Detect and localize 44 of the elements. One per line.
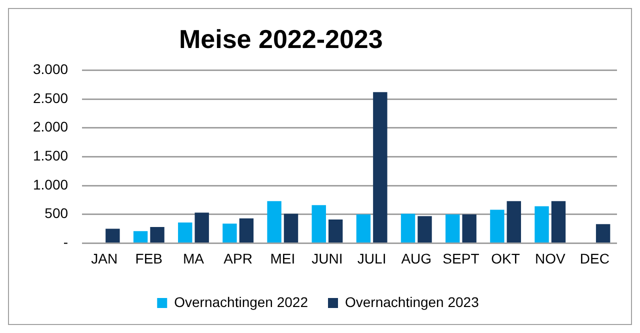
x-tick-label: OKT [491, 250, 520, 266]
bar [178, 222, 192, 242]
y-tick-label: 2.000 [32, 118, 68, 135]
y-tick-label: - [63, 234, 68, 250]
bar [462, 214, 476, 242]
bar [284, 214, 298, 242]
y-tick-label: 1.500 [32, 148, 68, 164]
bar [356, 214, 371, 242]
bar [373, 92, 388, 242]
x-tick-label: SEPT [442, 250, 480, 266]
x-tick-label: MA [182, 250, 205, 266]
bar [267, 201, 282, 242]
y-tick-label: 1.000 [32, 176, 68, 192]
bar [534, 206, 549, 242]
bar [596, 224, 610, 242]
legend-label: Overnachtingen 2022 [174, 294, 308, 310]
bar [418, 216, 432, 242]
legend-label: Overnachtingen 2023 [345, 294, 480, 310]
bar [328, 220, 343, 242]
chart-title: Meise 2022-2023 [179, 24, 383, 54]
bar [222, 224, 237, 242]
x-tick-label: APR [224, 250, 252, 266]
bar [506, 201, 522, 242]
bar [106, 228, 120, 242]
bar [490, 210, 504, 242]
x-tick-label: AUG [401, 250, 432, 266]
x-tick-label: NOV [534, 250, 566, 266]
x-tick-label: JULI [357, 250, 386, 266]
x-tick-label: FEB [135, 250, 163, 266]
bar [551, 201, 566, 242]
bar [194, 212, 209, 242]
y-tick-label: 3.000 [32, 61, 68, 78]
y-tick-label: 500 [44, 205, 68, 222]
x-tick-label: JAN [91, 250, 118, 266]
bar [400, 214, 416, 242]
x-tick-label: JUNI [312, 250, 343, 266]
bar [133, 231, 148, 242]
bar [446, 214, 460, 242]
bar [312, 205, 326, 242]
bar [150, 227, 164, 242]
y-tick-label: 2.500 [32, 90, 68, 106]
x-tick-label: DEC [580, 250, 610, 266]
bar [239, 218, 254, 242]
x-tick-label: MEI [270, 250, 296, 266]
